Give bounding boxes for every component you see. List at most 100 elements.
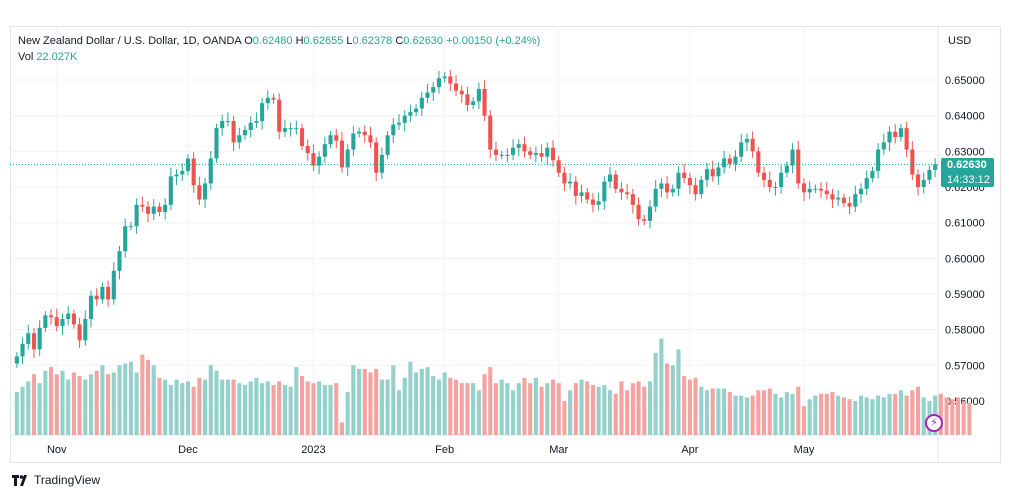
volume-bar xyxy=(260,383,265,435)
currency-label[interactable]: USD xyxy=(948,35,972,47)
volume-bar xyxy=(419,368,424,435)
candle-body xyxy=(145,206,151,214)
volume-bar xyxy=(351,365,356,435)
candle-body xyxy=(83,318,88,341)
candle-body xyxy=(693,185,698,195)
volume-bar xyxy=(368,372,373,435)
volume-bar xyxy=(505,383,510,435)
volume-bar xyxy=(117,365,122,435)
candle-body xyxy=(208,158,213,184)
candle-body xyxy=(328,135,333,145)
volume-bar xyxy=(208,365,213,435)
candle-body xyxy=(431,87,436,93)
candle-body xyxy=(722,158,727,168)
candle-body xyxy=(870,170,875,179)
candle-body xyxy=(43,315,48,328)
symbol-legend[interactable]: New Zealand Dollar / U.S. Dollar, 1D, OA… xyxy=(18,35,540,47)
volume-bar xyxy=(145,359,151,435)
volume-label: Vol xyxy=(18,51,34,63)
candle-body xyxy=(362,131,367,136)
candle-body xyxy=(881,142,886,150)
volume-bar xyxy=(779,397,784,435)
candle-body xyxy=(374,142,379,173)
volume-bar xyxy=(596,386,601,435)
candle-body xyxy=(106,286,111,300)
volume-bar xyxy=(49,367,54,435)
candle-body xyxy=(921,179,926,187)
candle-body xyxy=(288,128,293,130)
candle-body xyxy=(391,124,396,136)
volume-bar xyxy=(522,377,527,435)
candle-body xyxy=(739,142,744,157)
candle-body xyxy=(88,295,94,319)
candle-body xyxy=(893,131,898,138)
volume-bar xyxy=(750,395,755,435)
candle-body xyxy=(876,149,881,171)
candle-body xyxy=(642,219,647,221)
candle-body xyxy=(271,97,276,100)
candle-body xyxy=(585,192,590,200)
candle-body xyxy=(915,174,921,187)
candle-body xyxy=(636,204,641,220)
candle-body xyxy=(590,199,595,205)
candle-body xyxy=(277,99,282,132)
candle-body xyxy=(379,154,384,173)
candle-body xyxy=(31,333,37,350)
volume-bar xyxy=(653,352,658,435)
x-tick-label: May xyxy=(794,444,815,456)
volume-bar xyxy=(687,379,692,435)
volume-bar xyxy=(174,379,179,435)
candle-body xyxy=(710,169,715,177)
candle-body xyxy=(767,179,772,187)
x-tick-label: Dec xyxy=(178,444,198,456)
volume-bar xyxy=(277,381,282,435)
volume-bar xyxy=(311,383,316,435)
candle-body xyxy=(442,76,447,79)
candle-body xyxy=(505,154,510,156)
volume-bar xyxy=(385,379,390,435)
volume-bar xyxy=(151,365,156,435)
tradingview-logo-icon xyxy=(12,474,27,486)
volume-bar xyxy=(870,399,875,435)
volume-bar xyxy=(374,368,379,435)
candle-body xyxy=(254,121,259,123)
candle-body xyxy=(49,315,54,318)
volume-bar xyxy=(739,395,744,435)
candle-body xyxy=(305,145,310,154)
volume-bar xyxy=(31,374,37,435)
candle-body xyxy=(20,343,25,357)
volume-bar xyxy=(807,399,812,435)
candle-body xyxy=(237,135,242,143)
price-chart[interactable]: 0.650000.640000.630000.620000.610000.600… xyxy=(10,26,1001,463)
volume-bar xyxy=(88,374,94,435)
y-tick-label: 0.63000 xyxy=(945,146,985,158)
candle-body xyxy=(396,122,402,125)
tradingview-logo[interactable]: TradingView xyxy=(12,473,100,487)
volume-legend[interactable]: Vol 22.027K xyxy=(18,51,77,63)
volume-bar xyxy=(231,379,236,435)
candle-body xyxy=(100,286,105,300)
candle-body xyxy=(807,188,812,193)
volume-bar xyxy=(568,390,573,435)
candle-body xyxy=(37,327,42,350)
volume-bar xyxy=(562,401,567,435)
volume-value: 22.027K xyxy=(36,51,78,63)
volume-bar xyxy=(128,361,133,435)
candle-body xyxy=(819,188,824,191)
candle-body xyxy=(26,333,31,344)
volume-bar xyxy=(402,377,407,435)
candle-body xyxy=(225,121,230,123)
lightning-bolt-icon[interactable]: ⚡ xyxy=(925,414,943,432)
candle-body xyxy=(773,187,778,188)
volume-bar xyxy=(271,384,276,435)
volume-bar xyxy=(431,376,436,435)
y-tick-label: 0.61000 xyxy=(945,218,985,230)
candle-body xyxy=(488,115,493,150)
y-tick-label: 0.58000 xyxy=(945,325,985,337)
volume-bar xyxy=(665,363,670,435)
volume-bar xyxy=(242,384,248,435)
volume-bar xyxy=(864,397,869,435)
volume-bar xyxy=(168,384,173,435)
candle-body xyxy=(345,149,350,168)
low-label: L xyxy=(346,35,353,47)
